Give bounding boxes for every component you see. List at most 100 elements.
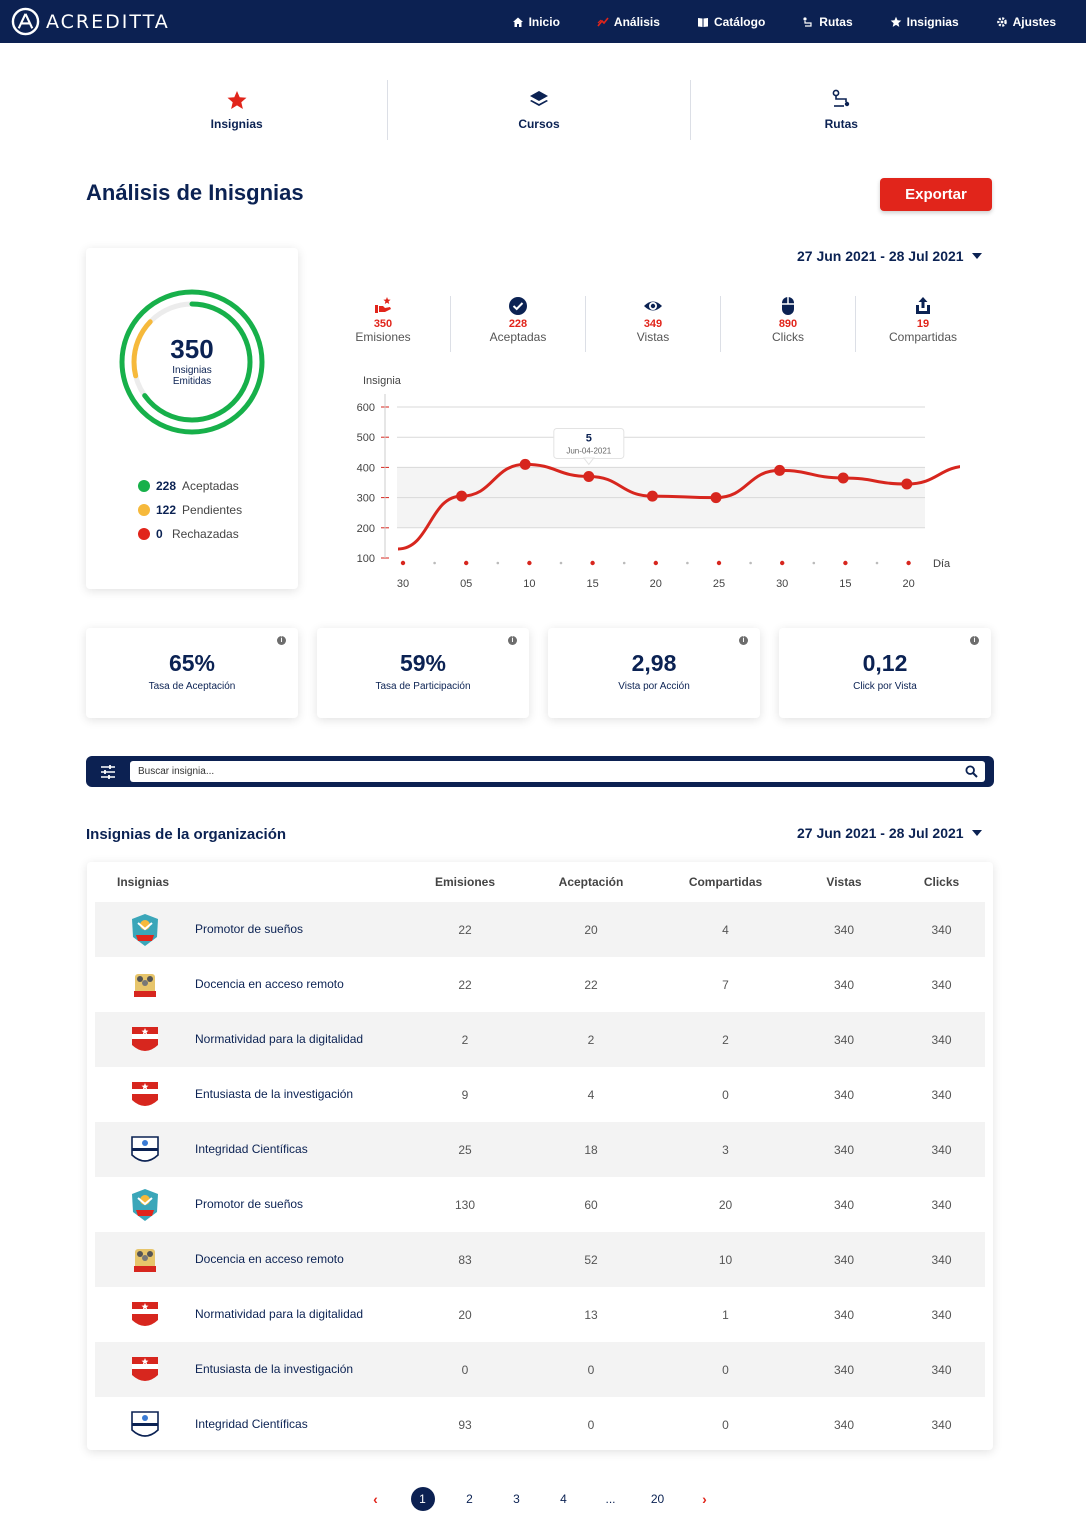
search-icon[interactable] (965, 765, 978, 778)
tab-insignias[interactable]: Insignias (86, 80, 387, 140)
x-axis-dot (812, 561, 816, 565)
header-vistas[interactable]: Vistas (826, 875, 862, 889)
next-page-button[interactable]: › (702, 1491, 707, 1507)
table-date-range-picker[interactable]: 27 Jun 2021 - 28 Jul 2021 (797, 825, 982, 841)
nav-item-rutas[interactable]: Rutas (802, 15, 853, 29)
table-row[interactable]: Docencia en acceso remoto 22 22 7 340 340 (95, 957, 985, 1012)
tab-rutas[interactable]: Rutas (689, 80, 992, 140)
nav-item-catalogo[interactable]: Catálogo (697, 15, 765, 29)
badge-thumbnail (95, 1241, 195, 1279)
nav-label: Insignias (906, 14, 959, 29)
badge-name[interactable]: Integridad Científicas (195, 1142, 308, 1156)
header-compartidas[interactable]: Compartidas (688, 875, 763, 889)
x-axis-dot (496, 561, 500, 565)
kpi-label: Compartidas (888, 330, 958, 344)
badges-table: Insignias Emisiones Aceptación Compartid… (87, 862, 993, 1450)
search-input[interactable] (130, 761, 985, 782)
badge-name[interactable]: Docencia en acceso remoto (195, 977, 344, 991)
eye-icon (644, 301, 662, 311)
header-emisiones[interactable]: Emisiones (434, 875, 496, 889)
share-icon (916, 297, 930, 314)
x-axis-dot (400, 560, 406, 566)
legend-dot (138, 528, 150, 540)
badge-name[interactable]: Normatividad para la digitalidad (195, 1032, 364, 1046)
page-number: 1 (410, 1487, 435, 1511)
cell-aceptacion: 13 (584, 1307, 598, 1322)
cell-emisiones: 0 (461, 1362, 469, 1377)
export-button[interactable]: Exportar (880, 178, 992, 211)
search-box (130, 761, 985, 782)
table-row[interactable]: Normatividad para la digitalidad 20 13 1 340… (95, 1287, 985, 1342)
cell-compartidas: 0 (722, 1417, 729, 1432)
page-1-button[interactable]: 1 (399, 1487, 446, 1511)
info-icon[interactable]: i (277, 636, 286, 645)
chevron-down-icon (971, 830, 982, 836)
cell-compartidas: 0 (722, 1087, 729, 1102)
legend-label: Pendientes (182, 503, 243, 517)
nav-item-ajustes[interactable]: Ajustes (996, 15, 1056, 29)
badge-name[interactable]: Integridad Científicas (195, 1417, 308, 1431)
cell-vistas: 340 (833, 1252, 855, 1267)
cell-vistas: 340 (833, 977, 855, 992)
cell-aceptacion: 22 (584, 977, 598, 992)
cell-clicks: 340 (931, 1252, 952, 1267)
badge-name[interactable]: Normatividad para la digitalidad (195, 1307, 364, 1321)
cell-compartidas: 20 (718, 1197, 733, 1212)
info-icon[interactable]: i (970, 636, 979, 645)
table-row[interactable]: Entusiasta de la investigación 0 0 0 340 340 (95, 1342, 985, 1397)
route-icon (832, 89, 850, 107)
filter-sliders-icon[interactable] (86, 764, 130, 779)
page-4-button[interactable]: 4 (560, 1492, 567, 1506)
table-row[interactable]: Normatividad para la digitalidad 2 2 2 340 34… (95, 1012, 985, 1067)
badge-name[interactable]: Promotor de sueños (195, 1197, 304, 1211)
top-navbar: ACREDITTA Inicio Análisis Catálogo Rutas… (0, 0, 1086, 43)
x-tick-label: 15 (586, 578, 598, 590)
nav-item-inicio[interactable]: Inicio (512, 15, 560, 29)
page-20-button[interactable]: 20 (650, 1492, 665, 1506)
x-axis-dot (464, 560, 469, 566)
cell-compartidas: 3 (722, 1142, 729, 1157)
info-icon[interactable]: i (739, 636, 748, 645)
table-row[interactable]: Promotor de sueños 130 60 20 340 340 (95, 1177, 985, 1232)
module-tabs: Insignias Cursos Rutas (86, 80, 992, 140)
prev-page-button[interactable]: ‹ (373, 1491, 378, 1507)
cell-aceptacion: 4 (587, 1087, 595, 1102)
cell-vistas: 340 (833, 1307, 855, 1322)
cell-vistas: 340 (833, 1087, 855, 1102)
donut-legend: 228 Aceptadas 122 Pendientes 0 Rechazada… (138, 474, 242, 546)
home-icon (512, 17, 523, 27)
nav-item-analisis[interactable]: Análisis (597, 15, 660, 29)
header-clicks[interactable]: Clicks (923, 875, 960, 889)
tab-cursos[interactable]: Cursos (387, 80, 689, 140)
info-icon[interactable]: i (508, 636, 517, 645)
table-row[interactable]: Integridad Científicas 25 18 3 340 340 (95, 1122, 985, 1177)
issued-label-line2: Emitidas (172, 376, 212, 387)
brand-logo[interactable]: ACREDITTA (11, 7, 170, 36)
badge-thumbnail (95, 1186, 195, 1224)
table-row[interactable]: Entusiasta de la investigación 9 4 0 340 340 (95, 1067, 985, 1122)
header-insignias[interactable]: Insignias (117, 875, 170, 889)
mouse-icon (782, 297, 794, 315)
x-tick-label: 15 (839, 578, 851, 590)
tab-label: Rutas (824, 117, 858, 131)
table-row[interactable]: Integridad Científicas 93 0 0 340 340 (95, 1397, 985, 1452)
nav-label: Inicio (528, 14, 560, 29)
date-range-picker[interactable]: 27 Jun 2021 - 28 Jul 2021 (797, 248, 982, 264)
nav-item-insignias[interactable]: Insignias (890, 15, 959, 29)
badge-name[interactable]: Promotor de sueños (195, 922, 304, 936)
table-row[interactable]: Docencia en acceso remoto 83 52 10 340 340 (95, 1232, 985, 1287)
cell-aceptacion: 0 (587, 1417, 595, 1432)
table-row[interactable]: Promotor de sueños 22 20 4 340 340 (95, 902, 985, 957)
kpi-label: Clicks (772, 330, 804, 344)
badge-name[interactable]: Entusiasta de la investigación (195, 1087, 354, 1101)
x-axis-dot (749, 561, 752, 565)
shield-red-badge-icon (132, 1301, 158, 1326)
kpi-row: 350 Emisiones 228 Aceptadas 349 Vistas 8… (316, 296, 990, 352)
page-title: Análisis de Inisgnias (86, 180, 304, 205)
page-3-button[interactable]: 3 (513, 1492, 520, 1506)
page-2-button[interactable]: 2 (466, 1492, 473, 1506)
header-aceptacion[interactable]: Aceptación (558, 875, 624, 889)
badge-name[interactable]: Entusiasta de la investigación (195, 1362, 354, 1376)
badge-name[interactable]: Docencia en acceso remoto (195, 1252, 344, 1266)
x-axis-dot (716, 560, 722, 566)
